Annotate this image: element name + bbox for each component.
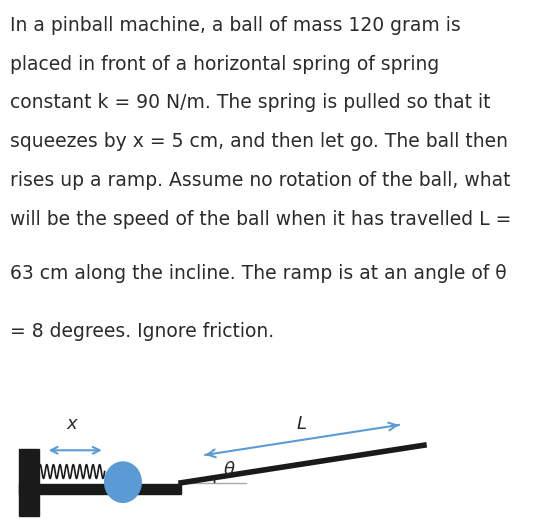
- Text: squeezes by x = 5 cm, and then let go. The ball then: squeezes by x = 5 cm, and then let go. T…: [10, 132, 508, 151]
- Polygon shape: [20, 449, 39, 516]
- Text: placed in front of a horizontal spring of spring: placed in front of a horizontal spring o…: [10, 55, 439, 74]
- Text: In a pinball machine, a ball of mass 120 gram is: In a pinball machine, a ball of mass 120…: [10, 16, 461, 35]
- Text: 63 cm along the incline. The ramp is at an angle of θ: 63 cm along the incline. The ramp is at …: [10, 264, 506, 284]
- Text: θ: θ: [224, 461, 235, 479]
- Text: = 8 degrees. Ignore friction.: = 8 degrees. Ignore friction.: [10, 322, 274, 341]
- Text: x: x: [67, 415, 77, 433]
- Text: L: L: [296, 415, 306, 433]
- Text: constant k = 90 N/m. The spring is pulled so that it: constant k = 90 N/m. The spring is pulle…: [10, 93, 490, 113]
- Text: will be the speed of the ball when it has travelled L =: will be the speed of the ball when it ha…: [10, 210, 511, 229]
- Polygon shape: [20, 484, 181, 494]
- Circle shape: [105, 462, 141, 502]
- Text: rises up a ramp. Assume no rotation of the ball, what: rises up a ramp. Assume no rotation of t…: [10, 171, 510, 190]
